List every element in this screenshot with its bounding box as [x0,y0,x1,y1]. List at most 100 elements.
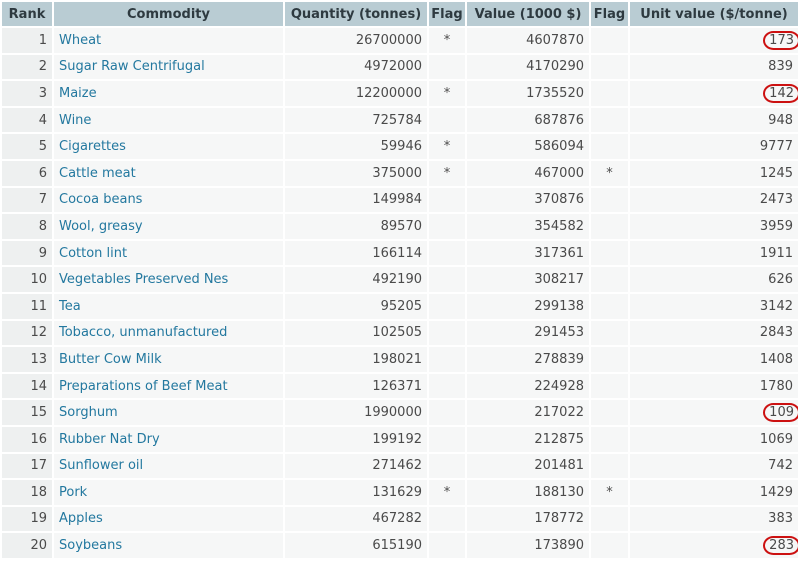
quantity-flag-cell [429,293,465,319]
commodity-link[interactable]: Cotton lint [59,245,128,261]
quantity-flag-cell [429,453,465,479]
quantity-flag-cell [429,506,465,532]
rank-cell: 19 [2,506,52,532]
commodity-link[interactable]: Cattle meat [59,165,136,181]
value-cell: 217022 [467,400,589,425]
quantity-flag-cell [429,214,465,239]
rank-cell: 5 [2,134,52,159]
commodity-link[interactable]: Soybeans [59,538,123,554]
quantity-cell: 615190 [285,533,427,558]
commodity-link[interactable]: Cigarettes [59,139,126,155]
table-row: 5 Cigarettes 59946 * 586094 9777 [2,134,798,159]
rank-cell: 11 [2,293,52,319]
commodity-link[interactable]: Pork [59,484,88,500]
value-flag-cell [591,54,628,80]
commodity-link[interactable]: Cocoa beans [59,192,143,208]
quantity-cell: 102505 [285,320,427,346]
col-header-quantity: Quantity (tonnes) [285,2,427,26]
commodity-cell: Cotton lint [54,240,283,266]
unit-value-cell: 3142 [630,293,798,319]
unit-value-cell: 1911 [630,240,798,266]
table-row: 7 Cocoa beans 149984 370876 2473 [2,187,798,213]
value-cell: 4607870 [467,28,589,53]
unit-value-cell: 626 [630,267,798,292]
commodity-cell: Cattle meat [54,160,283,186]
commodity-link[interactable]: Sugar Raw Centrifugal [59,59,205,75]
rank-cell: 3 [2,81,52,106]
value-cell: 317361 [467,240,589,266]
red-circle-annotation: 109 [763,403,798,423]
unit-value-cell: 9777 [630,134,798,159]
commodity-link[interactable]: Vegetables Preserved Nes [59,272,229,288]
commodity-cell: Wine [54,107,283,133]
commodity-cell: Apples [54,506,283,532]
quantity-cell: 467282 [285,506,427,532]
commodity-link[interactable]: Tea [59,298,81,314]
col-header-unit-value: Unit value ($/tonne) [630,2,798,26]
table-row: 1 Wheat 26700000 * 4607870 173 [2,28,798,53]
commodity-link[interactable]: Butter Cow Milk [59,351,162,367]
unit-value-cell: 3959 [630,214,798,239]
red-circle-annotation: 283 [763,536,798,556]
commodity-cell: Vegetables Preserved Nes [54,267,283,292]
commodity-link[interactable]: Apples [59,511,103,527]
unit-value-cell: 142 [630,81,798,106]
table-row: 10 Vegetables Preserved Nes 492190 308217 62… [2,267,798,292]
commodity-cell: Tobacco, unmanufactured [54,320,283,346]
table-row: 6 Cattle meat 375000 * 467000 * 1245 [2,160,798,186]
col-header-rank: Rank [2,2,52,26]
table-body: 1 Wheat 26700000 * 4607870 173 2 Sugar Raw Cent… [2,28,798,558]
quantity-cell: 4972000 [285,54,427,80]
value-cell: 4170290 [467,54,589,80]
commodity-cell: Butter Cow Milk [54,347,283,372]
unit-value-cell: 283 [630,533,798,558]
commodity-link[interactable]: Sorghum [59,405,118,421]
rank-cell: 17 [2,453,52,479]
value-flag-cell [591,400,628,425]
quantity-cell: 95205 [285,293,427,319]
quantity-flag-cell: * [429,28,465,53]
quantity-flag-cell: * [429,160,465,186]
commodity-link[interactable]: Tobacco, unmanufactured [59,325,228,341]
commodity-link[interactable]: Preparations of Beef Meat [59,378,228,394]
quantity-flag-cell [429,267,465,292]
commodity-link[interactable]: Wheat [59,32,102,48]
value-cell: 212875 [467,426,589,452]
header-row: Rank Commodity Quantity (tonnes) Flag Va… [2,2,798,26]
quantity-flag-cell [429,400,465,425]
value-cell: 188130 [467,480,589,505]
col-header-flag-2: Flag [591,2,628,26]
commodity-link[interactable]: Sunflower oil [59,458,144,474]
commodity-cell: Pork [54,480,283,505]
quantity-cell: 725784 [285,107,427,133]
table-row: 15 Sorghum 1990000 217022 109 [2,400,798,425]
commodity-link[interactable]: Rubber Nat Dry [59,431,160,447]
quantity-flag-cell: * [429,134,465,159]
commodity-cell: Sugar Raw Centrifugal [54,54,283,80]
commodity-cell: Sunflower oil [54,453,283,479]
commodity-cell: Preparations of Beef Meat [54,373,283,399]
quantity-cell: 271462 [285,453,427,479]
table-row: 20 Soybeans 615190 173890 283 [2,533,798,558]
value-flag-cell [591,107,628,133]
table-row: 9 Cotton lint 166114 317361 1911 [2,240,798,266]
commodity-cell: Soybeans [54,533,283,558]
commodity-link[interactable]: Maize [59,85,97,101]
rank-cell: 12 [2,320,52,346]
value-cell: 173890 [467,533,589,558]
rank-cell: 14 [2,373,52,399]
value-cell: 291453 [467,320,589,346]
rank-cell: 1 [2,28,52,53]
table-row: 4 Wine 725784 687876 948 [2,107,798,133]
value-flag-cell: * [591,480,628,505]
red-circle-annotation: 142 [763,83,798,103]
commodity-link[interactable]: Wool, greasy [59,218,143,234]
quantity-flag-cell [429,107,465,133]
value-flag-cell [591,293,628,319]
value-cell: 224928 [467,373,589,399]
commodity-link[interactable]: Wine [59,112,92,128]
unit-value-cell: 948 [630,107,798,133]
value-flag-cell [591,453,628,479]
value-flag-cell [591,187,628,213]
unit-value-cell: 1780 [630,373,798,399]
